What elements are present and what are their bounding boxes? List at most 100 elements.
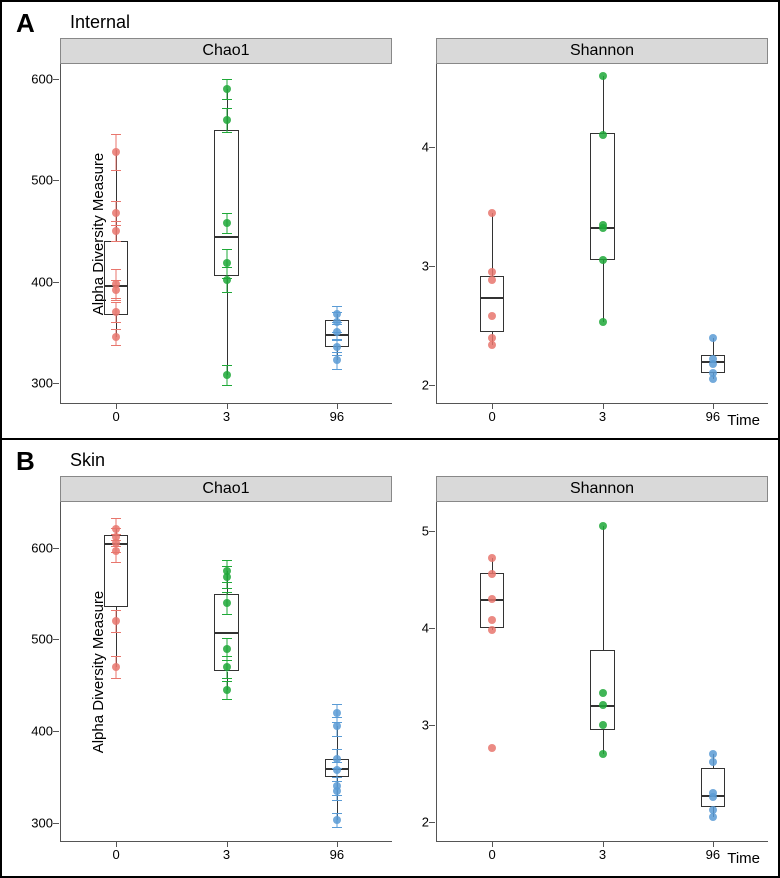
data-point <box>488 595 496 603</box>
errorbar-cap <box>222 292 232 293</box>
ytick <box>53 548 59 549</box>
xlab-a: Time <box>727 412 760 429</box>
errorbar-cap <box>332 749 342 750</box>
xtick-label: 96 <box>330 409 344 424</box>
data-point <box>333 709 341 717</box>
errorbar-cap <box>332 781 342 782</box>
ytick <box>53 731 59 732</box>
data-point <box>223 85 231 93</box>
errorbar-cap <box>222 614 232 615</box>
errorbar-cap <box>111 562 121 563</box>
data-point <box>488 312 496 320</box>
data-point <box>112 286 120 294</box>
errorbar-cap <box>222 213 232 214</box>
ytick-label: 400 <box>31 274 53 289</box>
errorbar-cap <box>111 528 121 529</box>
xtick-label: 0 <box>113 409 120 424</box>
data-point <box>112 148 120 156</box>
errorbar-cap <box>111 678 121 679</box>
ytick <box>429 147 435 148</box>
data-point <box>223 259 231 267</box>
ytick <box>429 531 435 532</box>
ytick <box>429 266 435 267</box>
ytick <box>53 180 59 181</box>
panel-b: B Skin Chao1 Alpha Diversity Measure 300… <box>2 440 778 876</box>
data-point <box>223 219 231 227</box>
errorbar-cap <box>222 588 232 589</box>
errorbar-cap <box>111 632 121 633</box>
strip-a-chao1: Chao1 <box>60 38 392 64</box>
data-point <box>223 599 231 607</box>
ytick-label: 300 <box>31 815 53 830</box>
errorbar-cap <box>111 134 121 135</box>
ytick <box>429 725 435 726</box>
ytick-label: 2 <box>422 378 429 393</box>
boxplot-median <box>214 236 238 238</box>
ytick <box>429 822 435 823</box>
errorbar-cap <box>222 249 232 250</box>
xtick-label: 0 <box>113 847 120 862</box>
plot-b-shannon: Time 23450396 <box>436 502 768 842</box>
whisker <box>603 526 604 650</box>
data-point <box>223 371 231 379</box>
xtick-label: 0 <box>489 409 496 424</box>
errorbar-cap <box>332 813 342 814</box>
errorbar-cap <box>332 312 342 313</box>
ytick-label: 500 <box>31 173 53 188</box>
data-point <box>333 328 341 336</box>
ytick-label: 300 <box>31 375 53 390</box>
data-point <box>333 356 341 364</box>
errorbar-cap <box>332 306 342 307</box>
data-point <box>709 758 717 766</box>
data-point <box>599 224 607 232</box>
errorbar-cap <box>222 638 232 639</box>
whisker <box>603 76 604 133</box>
data-point <box>599 689 607 697</box>
ytick-label: 500 <box>31 632 53 647</box>
errorbar-cap <box>111 269 121 270</box>
data-point <box>599 318 607 326</box>
boxplot-median <box>480 297 504 299</box>
data-point <box>223 276 231 284</box>
data-point <box>112 227 120 235</box>
xtick-label: 96 <box>706 409 720 424</box>
data-point <box>333 343 341 351</box>
ytick <box>429 385 435 386</box>
errorbar-cap <box>111 534 121 535</box>
ylab-b: Alpha Diversity Measure <box>90 590 107 753</box>
errorbar-cap <box>332 736 342 737</box>
data-point <box>488 616 496 624</box>
data-point <box>112 663 120 671</box>
whisker <box>492 213 493 276</box>
data-point <box>599 750 607 758</box>
xtick-label: 96 <box>330 847 344 862</box>
xtick-label: 0 <box>489 847 496 862</box>
ytick-label: 3 <box>422 259 429 274</box>
panel-a-row: Chao1 Alpha Diversity Measure 3004005006… <box>12 10 768 428</box>
data-point <box>488 209 496 217</box>
ytick-label: 600 <box>31 72 53 87</box>
errorbar-cap <box>222 132 232 133</box>
ytick-label: 2 <box>422 814 429 829</box>
errorbar-cap <box>332 324 342 325</box>
errorbar-cap <box>111 221 121 222</box>
ytick-label: 4 <box>422 620 429 635</box>
ytick-label: 5 <box>422 524 429 539</box>
data-point <box>599 72 607 80</box>
data-point <box>599 522 607 530</box>
errorbar-cap <box>222 99 232 100</box>
errorbar-cap <box>222 108 232 109</box>
data-point <box>112 308 120 316</box>
errorbar-cap <box>222 267 232 268</box>
data-point <box>333 787 341 795</box>
errorbar-cap <box>222 79 232 80</box>
errorbar-cap <box>111 170 121 171</box>
errorbar-cap <box>332 762 342 763</box>
errorbar-cap <box>111 201 121 202</box>
xlab-b: Time <box>727 850 760 867</box>
errorbar-cap <box>222 365 232 366</box>
data-point <box>112 333 120 341</box>
ytick <box>53 383 59 384</box>
data-point <box>223 573 231 581</box>
boxplot-median <box>214 632 238 634</box>
